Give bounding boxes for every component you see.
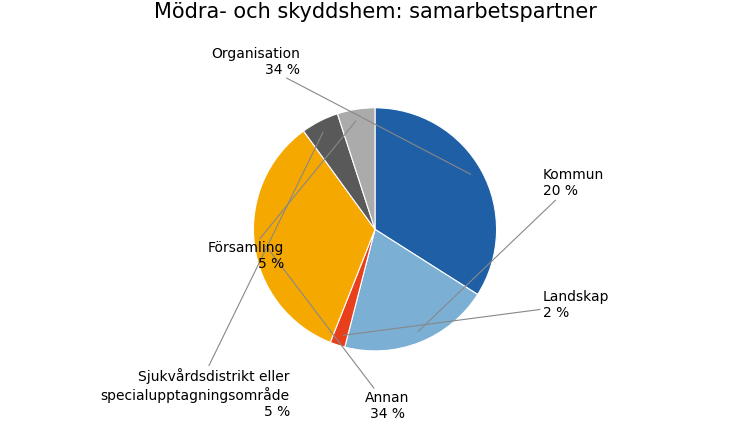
Wedge shape [254, 131, 375, 342]
Wedge shape [345, 229, 478, 351]
Wedge shape [375, 108, 496, 294]
Wedge shape [304, 114, 375, 229]
Text: Landskap
2 %: Landskap 2 % [344, 290, 609, 335]
Wedge shape [338, 108, 375, 229]
Wedge shape [330, 229, 375, 347]
Title: Mödra- och skyddshem: samarbetspartner: Mödra- och skyddshem: samarbetspartner [154, 2, 596, 22]
Text: Sjukvårdsdistrikt eller
specialupptagningsområde
5 %: Sjukvårdsdistrikt eller specialupptagnin… [100, 132, 323, 419]
Text: Församling
5 %: Församling 5 % [208, 121, 356, 271]
Text: Kommun
20 %: Kommun 20 % [419, 168, 604, 331]
Text: Organisation
34 %: Organisation 34 % [211, 47, 470, 174]
Text: Annan
34 %: Annan 34 % [266, 245, 410, 421]
